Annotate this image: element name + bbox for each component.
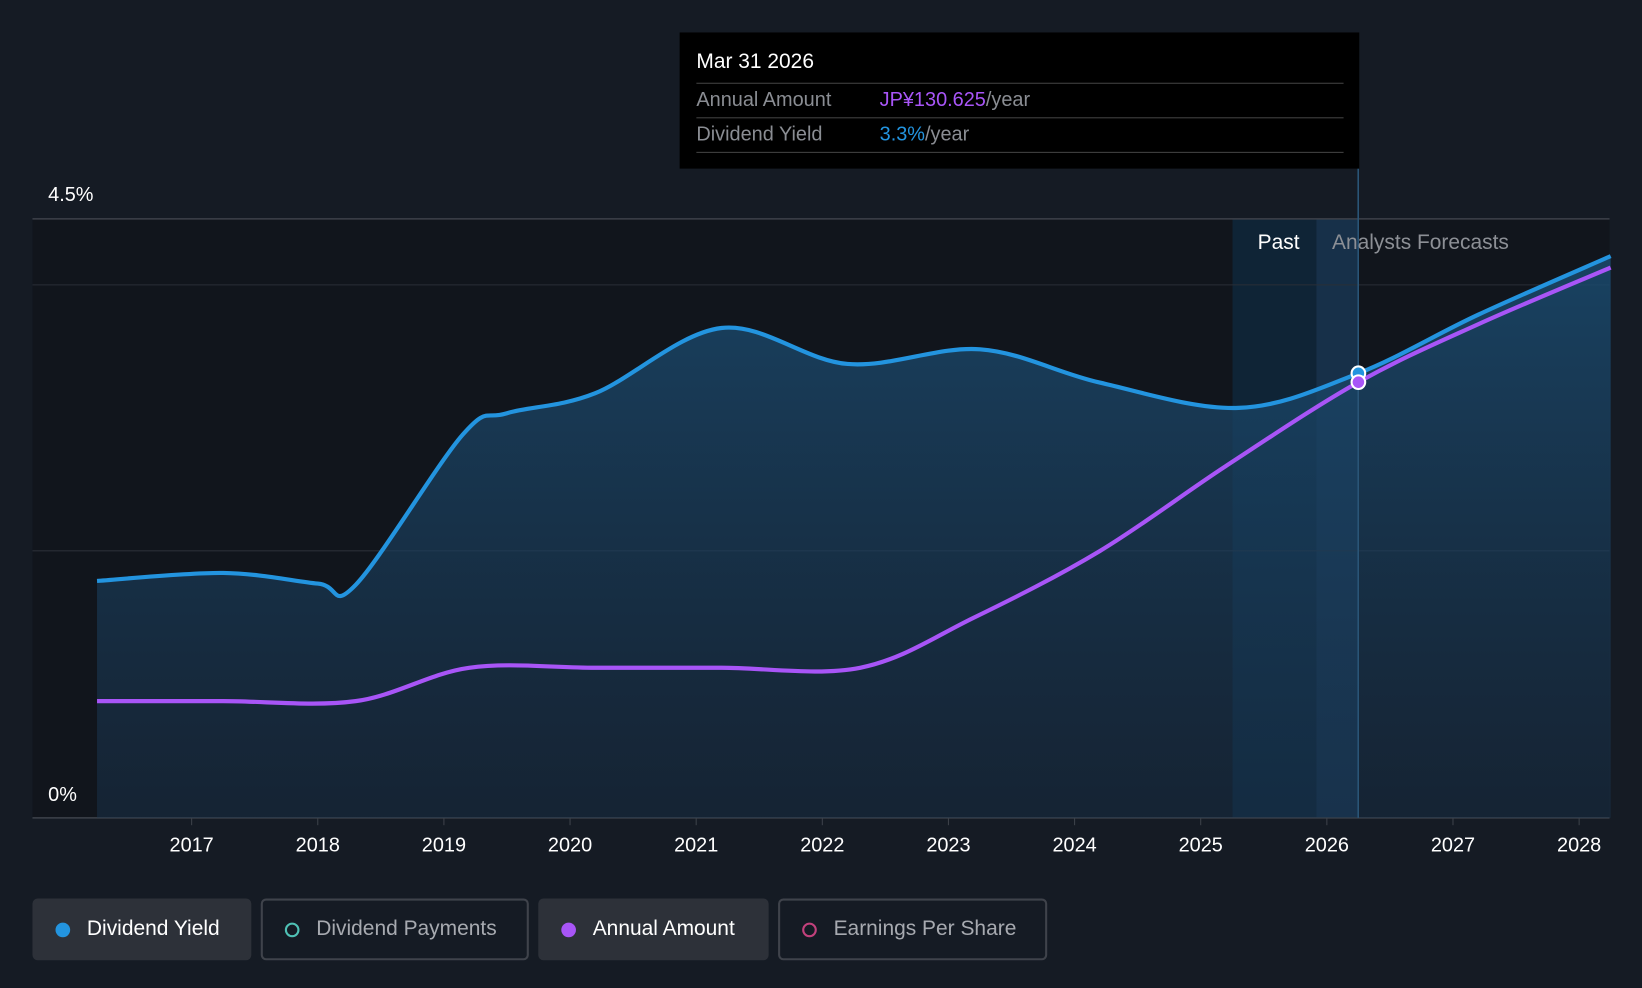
- tooltip-row-annual-amount: Annual Amount JP¥130.625 /year: [696, 84, 1344, 119]
- tooltip-row-dividend-yield: Dividend Yield 3.3% /year: [696, 118, 1344, 153]
- x-tick-label: 2023: [926, 834, 970, 856]
- x-tick-label: 2022: [800, 834, 844, 856]
- legend-label: Dividend Yield: [86, 917, 220, 941]
- x-tick-label: 2028: [1557, 834, 1601, 856]
- x-tick-label: 2019: [422, 834, 466, 856]
- tooltip-label: Annual Amount: [696, 89, 832, 112]
- tooltip-value: JP¥130.625: [879, 89, 986, 112]
- past-label: Past: [1258, 231, 1300, 254]
- x-tick-label: 2027: [1431, 834, 1475, 856]
- legend-earnings-per-share[interactable]: Earnings Per Share: [778, 898, 1048, 961]
- filled-dot-icon: [561, 922, 576, 937]
- legend-dividend-yield[interactable]: Dividend Yield: [32, 898, 252, 961]
- forecast-label: Analysts Forecasts: [1332, 231, 1509, 254]
- filled-dot-icon: [55, 922, 71, 937]
- tooltip-unit: /year: [985, 89, 1031, 112]
- y-tick-label-top: 4.5%: [48, 184, 93, 206]
- legend-annual-amount[interactable]: Annual Amount: [538, 898, 769, 961]
- tooltip-value: 3.3%: [879, 123, 926, 146]
- x-tick-label: 2017: [170, 834, 214, 856]
- tooltip-label: Dividend Yield: [696, 123, 823, 146]
- x-tick-label: 2024: [1052, 834, 1096, 856]
- x-tick-label: 2020: [548, 834, 592, 856]
- legend-label: Earnings Per Share: [833, 917, 1017, 941]
- legend-label: Annual Amount: [592, 917, 735, 941]
- y-tick-label-bottom: 0%: [48, 784, 77, 806]
- hollow-dot-icon: [284, 922, 300, 937]
- dividend-yield-line: [96, 254, 1612, 599]
- tooltip-date: Mar 31 2026: [696, 47, 1344, 84]
- legend-dividend-payments[interactable]: Dividend Payments: [260, 898, 529, 961]
- annual-amount-hover-point: [1350, 374, 1367, 391]
- x-tick-label: 2026: [1305, 834, 1349, 856]
- tooltip-unit: /year: [925, 123, 970, 146]
- dividend-yield-area: [97, 256, 1611, 818]
- x-tick-label: 2021: [674, 834, 718, 856]
- hollow-dot-icon: [802, 922, 817, 937]
- x-tick-label: 2025: [1179, 834, 1223, 856]
- legend-label: Dividend Payments: [316, 917, 497, 941]
- x-tick-label: 2018: [296, 834, 340, 856]
- tooltip: Mar 31 2026 Annual Amount JP¥130.625 /ye…: [679, 32, 1360, 169]
